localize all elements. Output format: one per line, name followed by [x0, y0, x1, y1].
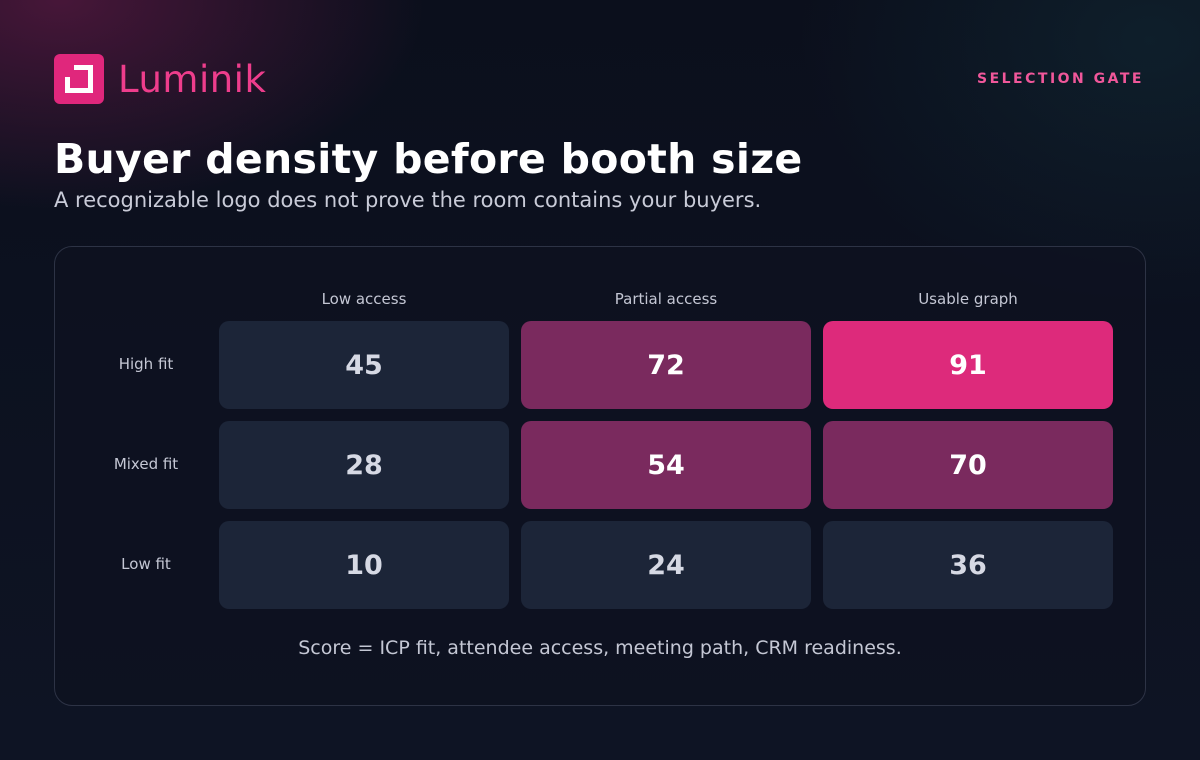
page-subtitle: A recognizable logo does not prove the r…: [54, 188, 762, 212]
page-title: Buyer density before booth size: [54, 135, 803, 183]
section-tag: SELECTION GATE: [976, 71, 1144, 87]
brand-logo: Luminik: [54, 54, 266, 104]
heatmap-cell: 91: [823, 321, 1113, 409]
heatmap-cell: 45: [219, 321, 509, 409]
brand-mark-icon: [54, 54, 104, 104]
heatmap-cell: 54: [521, 421, 811, 509]
brand-name: Luminik: [118, 57, 267, 101]
column-header: Low access: [321, 290, 407, 308]
row-header: Low fit: [121, 555, 171, 573]
heatmap-cell: 24: [521, 521, 811, 609]
heatmap-cell: 10: [219, 521, 509, 609]
score-footnote: Score = ICP fit, attendee access, meetin…: [298, 637, 902, 659]
heatmap-cell: 28: [219, 421, 509, 509]
row-header: Mixed fit: [113, 455, 179, 473]
column-header: Partial access: [614, 290, 718, 308]
heatmap-cell: 72: [521, 321, 811, 409]
row-header: High fit: [118, 355, 174, 373]
heatmap-cell: 70: [823, 421, 1113, 509]
heatmap-cell: 36: [823, 521, 1113, 609]
column-header: Usable graph: [918, 290, 1018, 308]
